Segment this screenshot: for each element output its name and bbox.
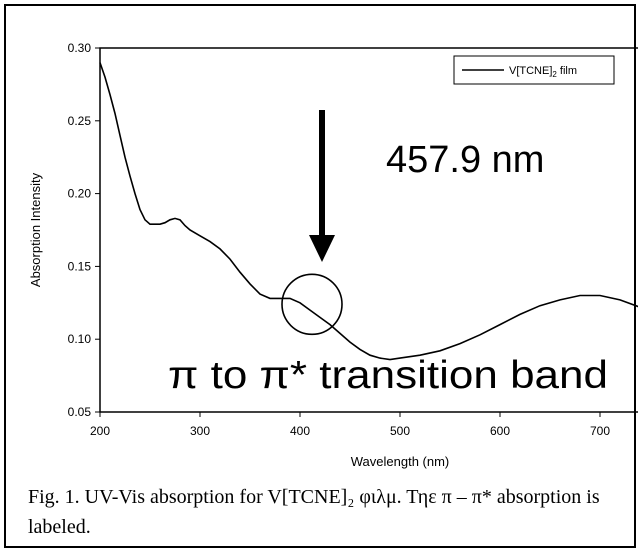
y-tick-label: 0.30	[68, 41, 92, 55]
x-tick-label: 200	[90, 424, 110, 438]
y-tick-label: 0.15	[68, 259, 92, 273]
y-axis-label: Absorption Intensity	[28, 172, 43, 287]
arrow-head	[309, 235, 335, 262]
y-tick-label: 0.25	[68, 114, 92, 128]
x-axis-label: Wavelength (nm)	[351, 454, 450, 469]
wavelength-arrow	[309, 110, 335, 262]
wavelength-annotation: 457.9 nm	[386, 139, 544, 181]
x-tick-label: 400	[290, 424, 310, 438]
x-tick-label: 500	[390, 424, 410, 438]
transition-band-annotation: π to π* transition band	[168, 354, 608, 397]
chart: 0.05 0.10 0.15 0.20 0.25 0.30 200 300 400 500 600…	[28, 41, 638, 469]
transition-circle	[281, 273, 343, 336]
y-tick-label: 0.10	[68, 332, 92, 346]
figure-caption: Fig. 1. UV-Vis absorption for V[TCNE]₂ φ…	[28, 486, 600, 538]
x-axis-ticks: 200300400500600700800	[90, 412, 610, 438]
series-line-v-tcne2-film	[99, 62, 638, 361]
y-axis-ticks: 0.05 0.10 0.15 0.20 0.25 0.30	[68, 41, 100, 419]
x-tick-label: 300	[190, 424, 210, 438]
y-tick-label: 0.05	[68, 405, 92, 419]
x-tick-label: 600	[490, 424, 510, 438]
legend: V[TCNE]2 film	[453, 55, 615, 85]
legend-label: V[TCNE]2 film	[509, 65, 577, 79]
x-tick-label: 700	[590, 424, 610, 438]
y-tick-label: 0.20	[68, 187, 92, 201]
figure-frame: 0.05 0.10 0.15 0.20 0.25 0.30 200 300 400 500 600…	[4, 4, 638, 548]
